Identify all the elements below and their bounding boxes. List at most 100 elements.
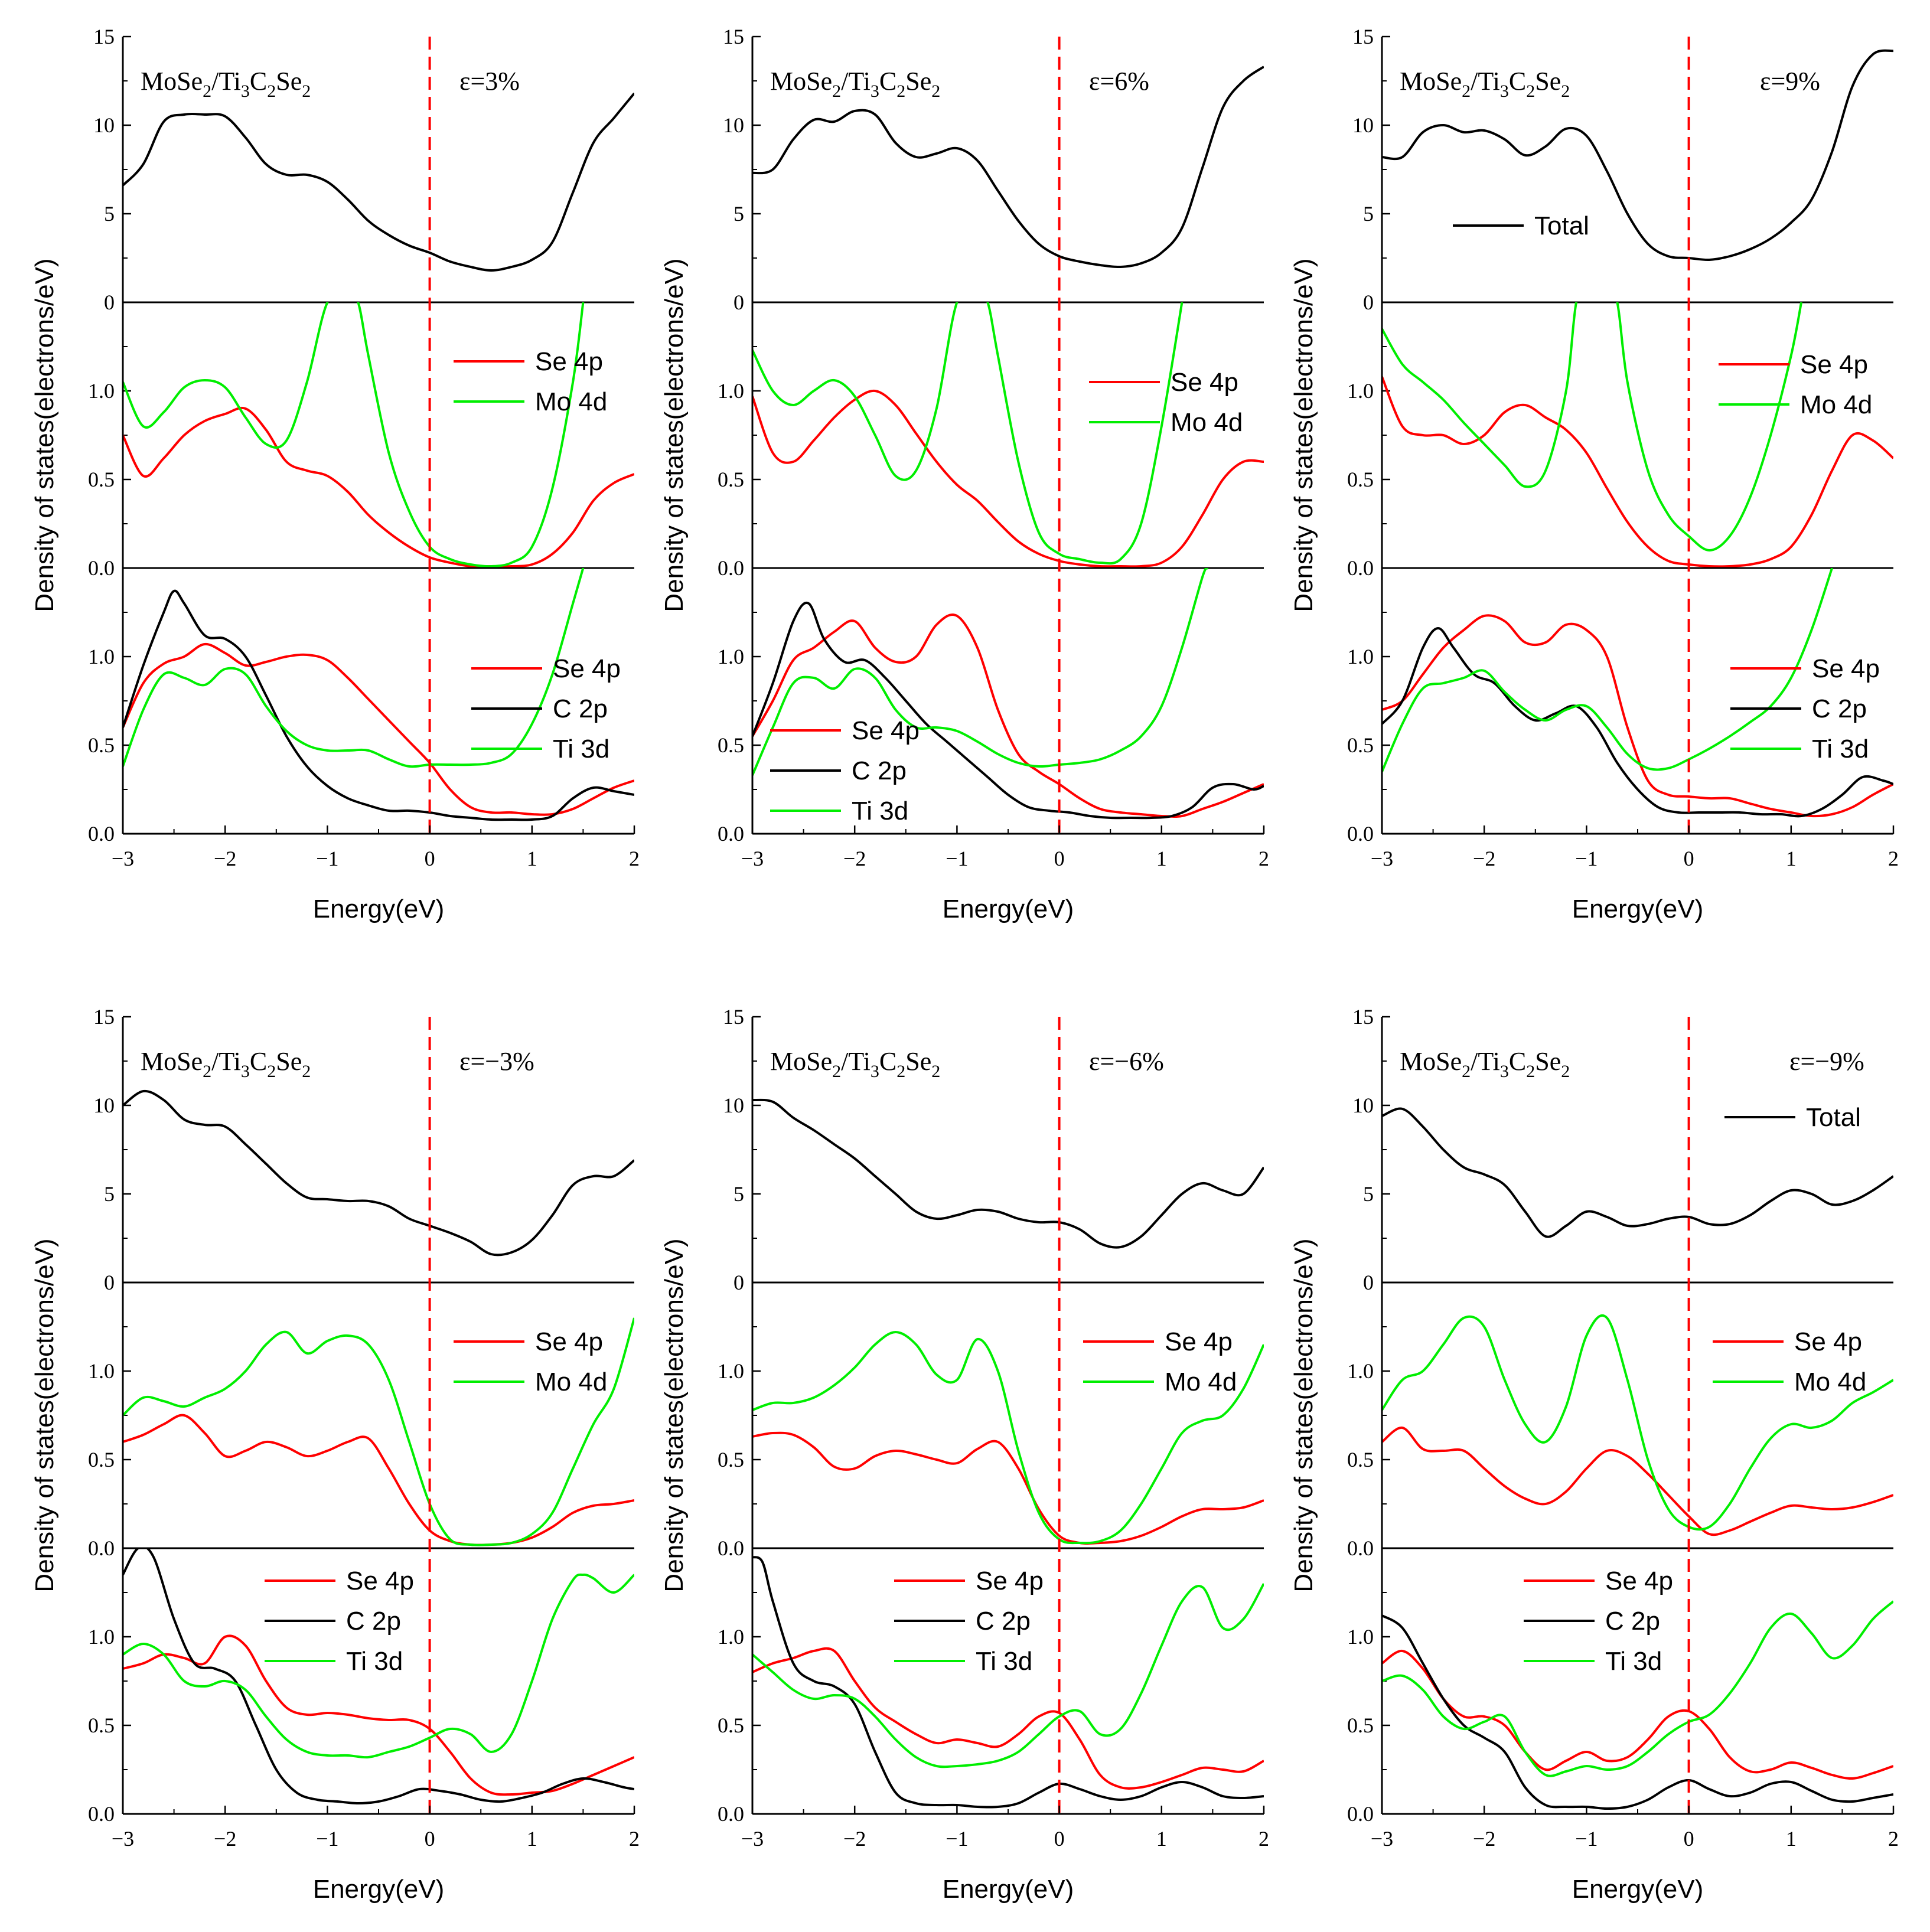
title-subscript: 2	[203, 81, 211, 101]
x-tick-label: 2	[629, 1827, 640, 1851]
x-tick-label: −1	[946, 847, 968, 870]
x-tick-label: −2	[1473, 847, 1495, 870]
title-text: Se	[276, 67, 302, 96]
legend-label: Ti 3d	[852, 797, 908, 825]
series-line-c-2p	[1382, 1614, 1893, 1810]
chart-title: MoSe2/Ti3C2Se2	[141, 1047, 311, 1081]
legend-label: Mo 4d	[535, 387, 607, 416]
x-tick-label: 0	[1684, 847, 1694, 870]
legend-label: Se 4p	[1794, 1327, 1862, 1356]
series-line-total	[752, 1098, 1264, 1249]
title-subscript: 2	[931, 81, 940, 101]
y-tick-label: 5	[1363, 1182, 1374, 1206]
series-line-mo-4d	[123, 302, 585, 568]
title-text: Se	[276, 1047, 302, 1076]
x-axis-label: Energy(eV)	[1572, 895, 1704, 923]
y-tick-label: 0.0	[88, 1536, 115, 1560]
chart-title: MoSe2/Ti3C2Se2	[770, 67, 940, 101]
title-subscript: 3	[871, 81, 879, 101]
series-line-mo-4d	[123, 1317, 634, 1546]
x-tick-label: 2	[1888, 847, 1899, 870]
legend-label: Ti 3d	[976, 1647, 1032, 1676]
y-tick-label: 15	[723, 25, 744, 48]
series-line-se-4p	[752, 389, 1264, 568]
series-line-se-4p	[752, 613, 1264, 818]
legend-label: C 2p	[1812, 694, 1867, 723]
y-tick-label: 5	[733, 1182, 744, 1206]
legend-label: Se 4p	[976, 1567, 1044, 1595]
y-tick-label: 0.5	[1347, 733, 1374, 757]
y-tick-label: 0.5	[88, 1714, 115, 1737]
x-tick-label: 2	[1259, 847, 1269, 870]
x-axis-label: Energy(eV)	[313, 1875, 445, 1904]
series-line-ti-3d	[1382, 568, 1833, 772]
y-axis-label: Density of states(electrons/eV)	[1289, 258, 1318, 612]
title-subscript: 2	[1526, 81, 1535, 101]
title-text: Se	[1535, 1047, 1561, 1076]
x-tick-label: 1	[1786, 847, 1797, 870]
y-tick-label: 15	[1352, 1005, 1374, 1029]
title-subscript: 2	[267, 81, 276, 101]
y-tick-label: 0.0	[718, 822, 744, 846]
title-subscript: 2	[1462, 81, 1471, 101]
x-tick-label: 1	[527, 847, 537, 870]
title-text: C	[879, 67, 896, 96]
legend-label: C 2p	[1605, 1607, 1660, 1636]
x-tick-label: −2	[843, 847, 866, 870]
legend-label: C 2p	[346, 1607, 401, 1636]
x-axis-label: Energy(eV)	[943, 895, 1074, 923]
y-tick-label: 15	[93, 1005, 115, 1029]
x-tick-label: −1	[946, 1827, 968, 1851]
y-tick-label: 0.0	[1347, 1802, 1374, 1826]
legend-label: Se 4p	[1165, 1327, 1233, 1356]
legend-label: Ti 3d	[346, 1647, 403, 1676]
y-tick-label: 0	[104, 1271, 115, 1294]
title-text: C	[879, 1047, 896, 1076]
x-tick-label: −1	[316, 1827, 338, 1851]
y-tick-label: 10	[1352, 113, 1374, 137]
x-tick-label: 1	[1786, 1827, 1797, 1851]
legend-label: Mo 4d	[1800, 390, 1872, 419]
x-tick-label: −3	[112, 847, 134, 870]
title-text: C	[1509, 67, 1526, 96]
series-line-c-2p	[752, 601, 1264, 820]
x-tick-label: 0	[1684, 1827, 1694, 1851]
y-tick-label: 0.5	[1347, 468, 1374, 491]
y-axis-label: Density of states(electrons/eV)	[1289, 1238, 1318, 1592]
strain-label: ε=−6%	[1089, 1047, 1164, 1076]
y-tick-label: 0.5	[718, 1714, 744, 1737]
y-tick-label: 1.0	[718, 379, 744, 403]
y-tick-label: 0.5	[718, 1448, 744, 1471]
title-text: /Ti	[211, 1047, 241, 1076]
title-subscript: 2	[832, 81, 841, 101]
title-text: MoSe	[1400, 1047, 1462, 1076]
title-subscript: 3	[871, 1062, 879, 1081]
y-tick-label: 0.0	[718, 1536, 744, 1560]
title-text: MoSe	[141, 67, 203, 96]
x-tick-label: 1	[1156, 1827, 1167, 1851]
strain-label: ε=3%	[459, 67, 520, 96]
y-tick-label: 0.0	[88, 1802, 115, 1826]
legend-label: C 2p	[976, 1607, 1031, 1636]
series-line-ti-3d	[123, 568, 585, 768]
y-tick-label: 0	[104, 291, 115, 314]
x-tick-label: −3	[112, 1827, 134, 1851]
title-text: /Ti	[1471, 67, 1500, 96]
x-tick-label: −3	[1371, 1827, 1393, 1851]
y-tick-label: 10	[723, 1094, 744, 1117]
legend-label: Mo 4d	[1171, 408, 1243, 437]
title-text: C	[250, 67, 267, 96]
title-text: MoSe	[770, 1047, 832, 1076]
y-tick-label: 1.0	[1347, 1625, 1374, 1649]
title-text: C	[250, 1047, 267, 1076]
chart-title: MoSe2/Ti3C2Se2	[1400, 67, 1570, 101]
y-tick-label: 15	[1352, 25, 1374, 48]
y-tick-label: 0.5	[1347, 1448, 1374, 1471]
y-axis-label: Density of states(electrons/eV)	[660, 1238, 689, 1592]
y-tick-label: 5	[733, 202, 744, 226]
